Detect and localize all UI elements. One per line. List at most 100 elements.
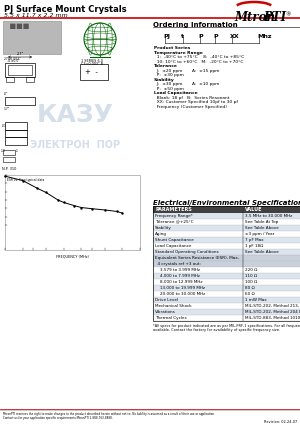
- Text: 2.7": 2.7": [16, 52, 24, 56]
- Text: Vibrations: Vibrations: [155, 310, 176, 314]
- Bar: [153, 315, 300, 321]
- Text: PTI: PTI: [263, 11, 286, 24]
- Text: Temperature Range: Temperature Range: [154, 51, 203, 54]
- Text: Load Capacitance: Load Capacitance: [154, 91, 198, 95]
- Text: VALUE: VALUE: [245, 207, 262, 212]
- Bar: [3, 157, 15, 162]
- Text: *All specs for product indicated are as per MIL-PRF-1 specifications. For all fr: *All specs for product indicated are as …: [153, 324, 300, 328]
- Text: Stability: Stability: [155, 226, 172, 230]
- Text: See Table Above: See Table Above: [245, 226, 279, 230]
- Text: t: t: [181, 34, 184, 39]
- Bar: [5, 122, 27, 130]
- Text: PJ Surface Mount Crystals: PJ Surface Mount Crystals: [4, 5, 127, 14]
- Text: 110 Ω: 110 Ω: [245, 274, 257, 278]
- Text: .1: .1: [16, 149, 19, 153]
- Bar: [26, 77, 34, 82]
- Text: ESR
(Ω): ESR (Ω): [0, 209, 1, 216]
- Text: 4.000 to 7.999 MHz: 4.000 to 7.999 MHz: [155, 274, 200, 278]
- Bar: [153, 273, 300, 279]
- Bar: [153, 231, 300, 237]
- Text: 220 Ω: 220 Ω: [245, 268, 257, 272]
- Text: 80 Ω: 80 Ω: [245, 286, 255, 290]
- Text: 13.000 to 19.999 MHz: 13.000 to 19.999 MHz: [155, 286, 205, 290]
- Text: 3.5 MHz to 30.000 MHz: 3.5 MHz to 30.000 MHz: [245, 214, 292, 218]
- Text: See Table At Top: See Table At Top: [245, 220, 278, 224]
- Text: 1 mW Max: 1 mW Max: [245, 298, 267, 302]
- Text: PJ: PJ: [163, 34, 170, 39]
- Text: ESR vs. Freq typical data: ESR vs. Freq typical data: [7, 178, 44, 182]
- Text: 4 crystals ref +3 out:: 4 crystals ref +3 out:: [155, 262, 201, 266]
- Text: .0": .0": [4, 92, 8, 96]
- Text: Tolerance @+25°C: Tolerance @+25°C: [155, 220, 194, 224]
- Bar: [3, 150, 15, 155]
- Bar: [153, 309, 300, 315]
- Text: 7 pF Max: 7 pF Max: [245, 238, 264, 242]
- Text: XX: XX: [230, 34, 240, 39]
- Bar: [153, 285, 300, 291]
- Text: ■■■: ■■■: [5, 23, 29, 29]
- Bar: [153, 261, 300, 267]
- Text: C3=0.003" B: C3=0.003" B: [81, 62, 103, 65]
- Text: XX: Customer Specified 10pf to 30 pf: XX: Customer Specified 10pf to 30 pf: [154, 100, 238, 104]
- Bar: [153, 213, 300, 219]
- Text: P:  ±30 ppm: P: ±30 ppm: [154, 73, 184, 77]
- Bar: [153, 237, 300, 243]
- Text: MIL-STD-202, Method 213, C: MIL-STD-202, Method 213, C: [245, 304, 300, 308]
- Bar: [153, 249, 300, 255]
- Text: КАЗУ: КАЗУ: [37, 103, 113, 127]
- Text: 1 pF 18Ω: 1 pF 18Ω: [245, 244, 263, 248]
- Text: .10: .10: [1, 149, 6, 153]
- Text: Aging: Aging: [155, 232, 167, 236]
- Text: J:  ±30 ppm       A:  ±10 ppm: J: ±30 ppm A: ±10 ppm: [154, 82, 219, 86]
- Text: Electrical/Environmental Specifications: Electrical/Environmental Specifications: [153, 200, 300, 206]
- Text: 8.000 to 12.999 MHz: 8.000 to 12.999 MHz: [155, 280, 202, 284]
- Bar: [3, 21, 61, 54]
- Bar: [153, 243, 300, 249]
- Bar: [153, 225, 300, 231]
- Bar: [153, 219, 300, 225]
- Circle shape: [84, 23, 116, 55]
- Text: 100 Ω: 100 Ω: [245, 280, 257, 284]
- Text: 20.000 to 30.000 MHz: 20.000 to 30.000 MHz: [155, 292, 205, 296]
- Text: Frequency Range*: Frequency Range*: [155, 214, 193, 218]
- Text: Shunt Capacitance: Shunt Capacitance: [155, 238, 194, 242]
- Text: 60 Ω: 60 Ω: [245, 292, 255, 296]
- Text: P: P: [213, 34, 218, 39]
- Text: 5.5 x 11.7 x 2.2 mm: 5.5 x 11.7 x 2.2 mm: [4, 13, 68, 18]
- Text: Mtron: Mtron: [234, 11, 275, 24]
- Text: Contact us for your application specific requirements MtronPTI 1-888-763-8888.: Contact us for your application specific…: [3, 416, 113, 420]
- Bar: [5, 63, 35, 77]
- Text: ®: ®: [285, 12, 290, 17]
- Text: MIL-STD-883, Method 1010, B: MIL-STD-883, Method 1010, B: [245, 316, 300, 320]
- Text: P: P: [198, 34, 202, 39]
- Bar: [5, 130, 27, 137]
- Text: Stability: Stability: [154, 77, 175, 82]
- Text: ±3 ppm / Year: ±3 ppm / Year: [245, 232, 274, 236]
- Text: available. Contact the factory for availability of specific frequency size.: available. Contact the factory for avail…: [153, 328, 280, 332]
- Text: 1 SERIES 6.0: 1 SERIES 6.0: [81, 59, 103, 63]
- Bar: [8, 65, 32, 75]
- Bar: [153, 206, 300, 321]
- Text: 2.7±0.003": 2.7±0.003": [4, 57, 22, 61]
- Text: See Table Above: See Table Above: [245, 250, 279, 254]
- Text: Drive Level: Drive Level: [155, 298, 178, 302]
- Text: N.P. 310: N.P. 310: [2, 167, 16, 171]
- Text: Load Capacitance: Load Capacitance: [155, 244, 191, 248]
- Text: Thermal Cycles: Thermal Cycles: [155, 316, 187, 320]
- Text: P:  ±50 ppm: P: ±50 ppm: [154, 87, 184, 91]
- Text: Ordering Information: Ordering Information: [153, 22, 238, 28]
- Text: .01: .01: [2, 124, 7, 128]
- Text: Blank: 18 pf   B:  Series Resonant: Blank: 18 pf B: Series Resonant: [154, 96, 230, 99]
- Text: 10: 10°C to +60°C   M:  -20°C to +70°C: 10: 10°C to +60°C M: -20°C to +70°C: [154, 60, 243, 63]
- Text: J:  ±20 ppm       A:  ±15 ppm: J: ±20 ppm A: ±15 ppm: [154, 68, 219, 73]
- Text: Mechanical Shock: Mechanical Shock: [155, 304, 192, 308]
- Bar: [153, 279, 300, 285]
- Bar: [5, 175, 140, 250]
- Text: MIL-STD-202, Method 204 D, 20g: MIL-STD-202, Method 204 D, 20g: [245, 310, 300, 314]
- Text: Product Series: Product Series: [154, 46, 190, 50]
- Text: +  -: + -: [85, 69, 98, 75]
- Text: PARAMETERS: PARAMETERS: [155, 207, 192, 212]
- Text: MtronPTI reserves the right to make changes to the product described herein with: MtronPTI reserves the right to make chan…: [3, 412, 215, 416]
- Text: Equivalent Series Resistance (ESR), Max,: Equivalent Series Resistance (ESR), Max,: [155, 256, 239, 260]
- Bar: [153, 267, 300, 273]
